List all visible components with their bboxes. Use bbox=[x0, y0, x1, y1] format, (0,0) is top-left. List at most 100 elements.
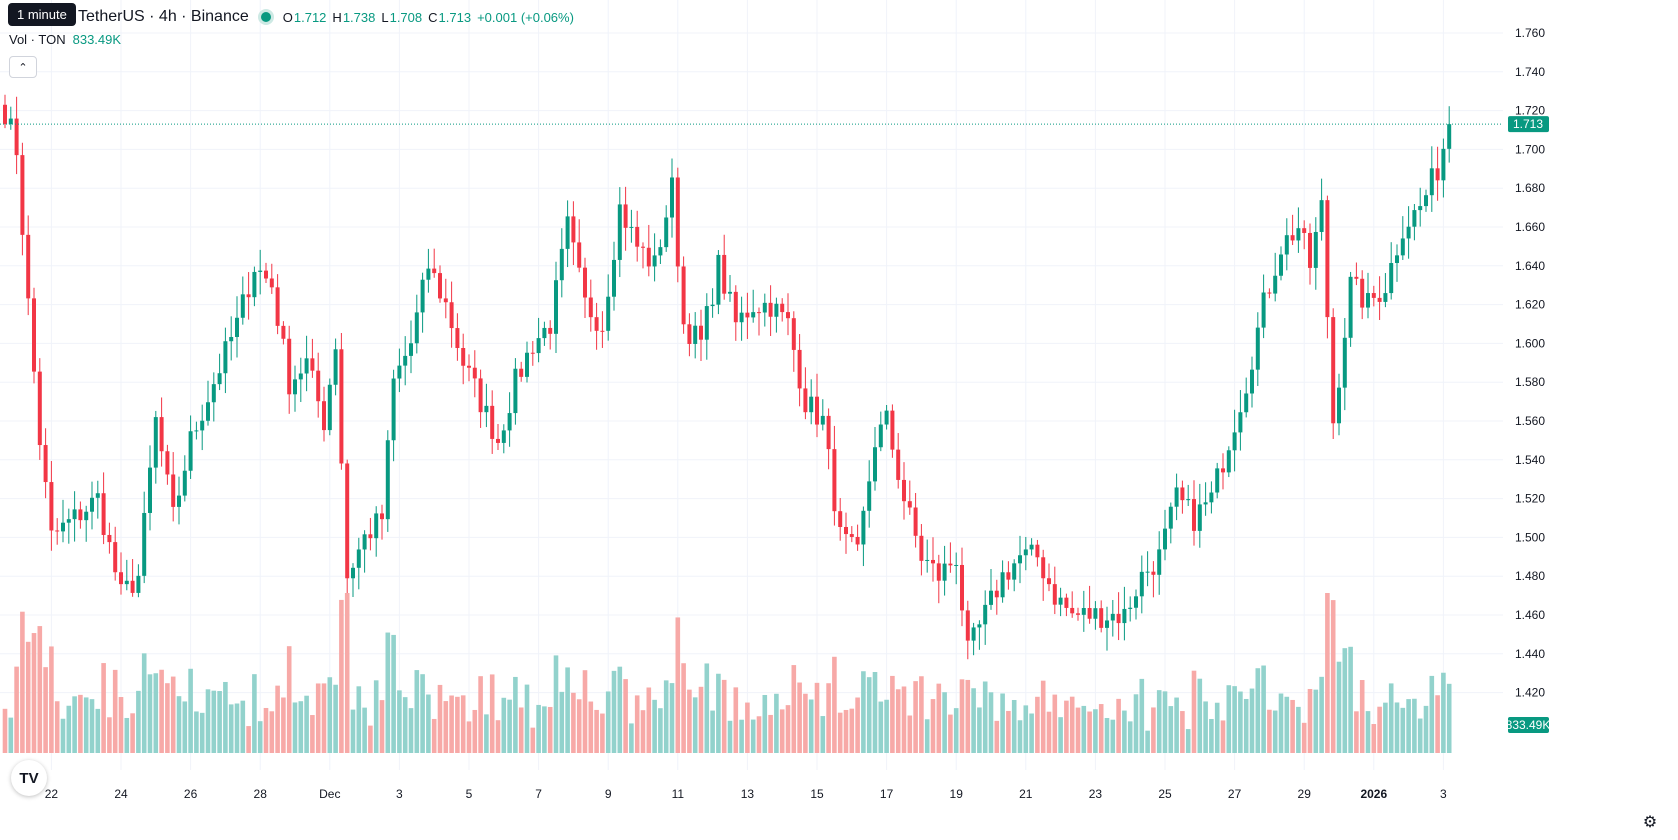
volume-bar bbox=[762, 694, 768, 753]
x-axis-tick-label: 21 bbox=[1019, 787, 1033, 801]
candle-body bbox=[971, 627, 976, 641]
volume-bar bbox=[107, 717, 112, 753]
candle-body bbox=[1395, 255, 1399, 264]
candle-body bbox=[20, 155, 25, 235]
candle-body bbox=[687, 324, 692, 344]
volume-bar bbox=[1446, 683, 1452, 753]
volume-bar bbox=[1081, 705, 1087, 753]
tradingview-logo-icon[interactable]: TV bbox=[11, 760, 47, 796]
volume-bar bbox=[78, 694, 83, 753]
volume-bar bbox=[1307, 688, 1313, 753]
gear-icon[interactable]: ⚙ bbox=[1642, 814, 1658, 831]
volume-bar bbox=[147, 674, 153, 753]
candle-body bbox=[136, 575, 141, 593]
volume-bar bbox=[913, 681, 918, 753]
candle-body bbox=[757, 312, 761, 314]
collapse-legend-button[interactable]: ⌃ bbox=[9, 56, 37, 78]
candle-body bbox=[467, 365, 471, 368]
volume-legend-value: 833.49K bbox=[72, 32, 122, 47]
candle-body bbox=[861, 510, 866, 545]
candle-body bbox=[1180, 487, 1185, 501]
volume-bar bbox=[8, 717, 14, 753]
candle-body bbox=[49, 482, 54, 531]
candle-body bbox=[269, 278, 274, 288]
volume-bar bbox=[727, 720, 733, 753]
volume-bar bbox=[350, 709, 356, 753]
candle-body bbox=[1400, 238, 1405, 256]
volume-bar bbox=[344, 593, 350, 753]
y-axis-tick-label: 1.420 bbox=[1515, 686, 1545, 700]
candle-body bbox=[646, 247, 651, 267]
volume-bar bbox=[1325, 593, 1330, 753]
candle-body bbox=[1006, 572, 1011, 580]
volume-bar bbox=[1394, 702, 1400, 753]
candle-body bbox=[884, 410, 889, 425]
symbol-title[interactable]: TetherUS · 4h · Binance bbox=[78, 8, 249, 25]
volume-bar bbox=[907, 715, 913, 753]
volume-bar bbox=[843, 709, 849, 753]
candle-body bbox=[432, 268, 437, 274]
volume-bar bbox=[478, 676, 483, 753]
volume-legend[interactable]: Vol · TON 833.49K bbox=[9, 32, 121, 47]
volume-bar bbox=[14, 666, 19, 753]
y-axis-tick-label: 1.500 bbox=[1515, 530, 1545, 544]
volume-bar bbox=[89, 699, 95, 753]
x-axis-tick-label: 2026 bbox=[1360, 787, 1387, 801]
candle-body bbox=[762, 302, 767, 313]
volume-bar bbox=[640, 710, 646, 753]
volume-bar bbox=[385, 632, 391, 753]
volume-bar bbox=[1226, 685, 1232, 753]
candle-body bbox=[554, 280, 558, 334]
volume-bar bbox=[292, 702, 298, 753]
x-axis-tick-label: 26 bbox=[184, 787, 198, 801]
volume-bar bbox=[495, 720, 501, 753]
candle-body bbox=[641, 246, 645, 248]
candle-body bbox=[1383, 293, 1388, 302]
candle-body bbox=[142, 512, 147, 576]
candle-body bbox=[902, 479, 906, 502]
volume-bar bbox=[165, 683, 170, 753]
volume-bar bbox=[1087, 711, 1092, 753]
volume-bar bbox=[1348, 646, 1353, 753]
volume-bar bbox=[1336, 661, 1342, 753]
candle-body bbox=[3, 104, 7, 125]
volume-bar bbox=[362, 707, 367, 753]
candle-body bbox=[426, 268, 431, 280]
candle-body bbox=[374, 513, 379, 539]
candle-body bbox=[159, 417, 164, 452]
y-axis-tick-label: 1.660 bbox=[1515, 220, 1545, 234]
candle-body bbox=[380, 513, 384, 520]
y-axis-tick-label: 1.440 bbox=[1515, 647, 1545, 661]
volume-bar bbox=[1214, 702, 1220, 753]
candle-body bbox=[235, 317, 239, 337]
volume-bar bbox=[803, 693, 808, 753]
candle-body bbox=[1203, 502, 1208, 505]
candle-body bbox=[414, 312, 419, 344]
candle-body bbox=[1209, 492, 1214, 503]
volume-bar bbox=[455, 696, 460, 753]
volume-bar bbox=[240, 700, 246, 753]
volume-bar bbox=[629, 723, 634, 753]
candle-body bbox=[1308, 232, 1312, 268]
candle-body bbox=[107, 534, 112, 543]
candle-body bbox=[826, 415, 831, 450]
volume-bar bbox=[1354, 711, 1359, 753]
ohlc-low: L1.708 bbox=[381, 9, 423, 25]
candle-body bbox=[1377, 297, 1382, 302]
volume-bar bbox=[507, 699, 512, 753]
volume-bar bbox=[2, 708, 8, 753]
candle-body bbox=[449, 302, 454, 329]
candle-body bbox=[513, 368, 518, 414]
candle-body bbox=[838, 511, 843, 527]
x-axis-tick-label: 17 bbox=[880, 787, 894, 801]
candle-body bbox=[525, 352, 529, 377]
volume-bar bbox=[553, 655, 559, 753]
candle-body bbox=[1058, 597, 1063, 605]
chevron-up-icon: ⌃ bbox=[18, 61, 28, 74]
volume-bar bbox=[1406, 699, 1411, 753]
candle-body bbox=[1134, 596, 1138, 608]
x-axis-tick-label: 24 bbox=[114, 787, 128, 801]
volume-bar bbox=[1064, 700, 1069, 753]
